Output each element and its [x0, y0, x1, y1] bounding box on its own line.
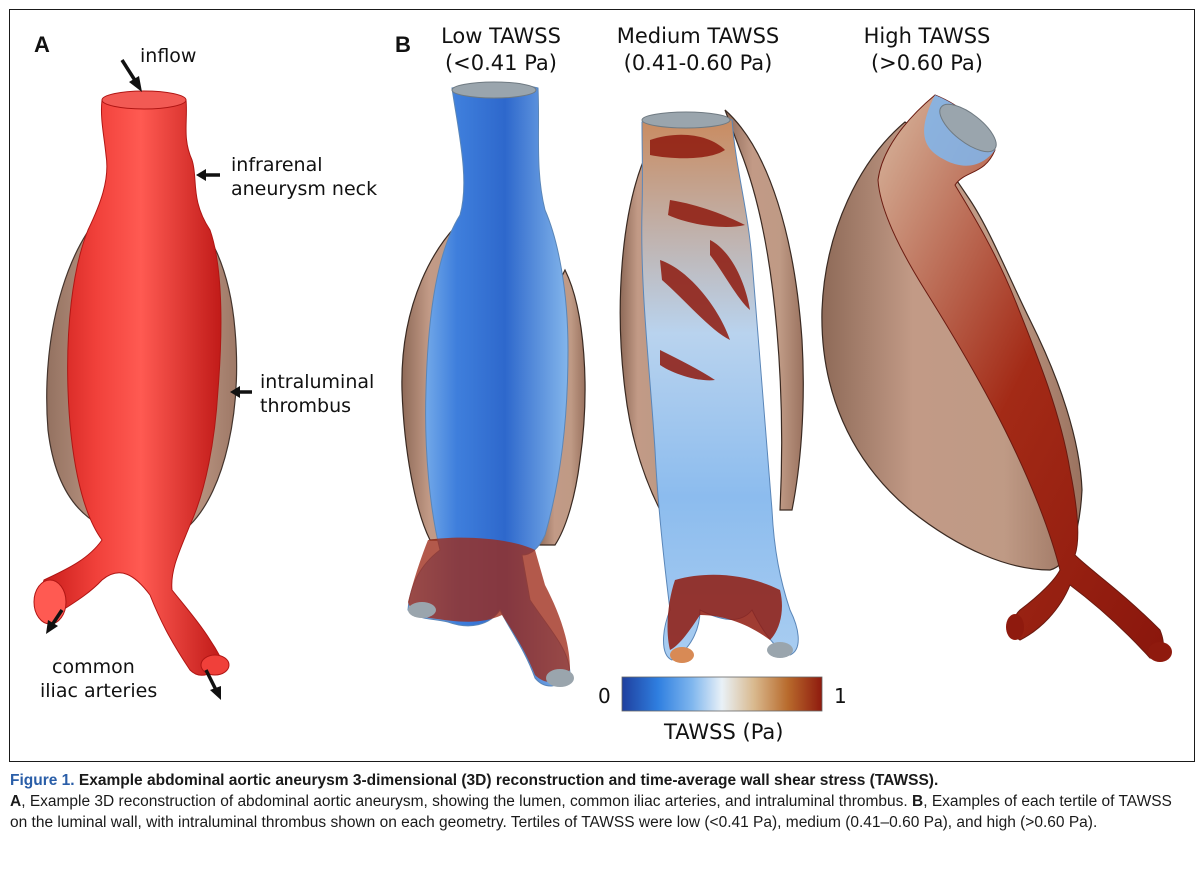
high-iliac-cap-right [1148, 642, 1172, 662]
colorbar-title: TAWSS (Pa) [664, 720, 784, 744]
high-iliac-cap-left [1006, 614, 1024, 640]
high-thrombus [821, 121, 1083, 571]
high-column-range: (>0.60 Pa) [870, 51, 983, 75]
label-thrombus-line2: thrombus [260, 395, 352, 417]
panel-b-letter: B [395, 32, 411, 57]
low-lumen [407, 83, 571, 687]
low-column-title: Low TAWSS [441, 24, 561, 48]
low-inflow-cap [451, 81, 537, 99]
medium-hotspots [650, 134, 782, 650]
low-iliac-red [408, 537, 570, 682]
high-inflow-cap [939, 103, 997, 153]
high-tawss-model [821, 94, 1172, 662]
label-thrombus-line1: intraluminal [260, 371, 375, 393]
figure-caption: Figure 1. Example abdominal aortic aneur… [10, 770, 1190, 833]
caption-panel-a-letter: A [10, 793, 22, 810]
label-neck-line1: infrarenal [231, 154, 323, 176]
panel-a-letter: A [34, 32, 50, 57]
figure-frame: A B inflow infrarenal aneurysm neck intr… [9, 9, 1195, 762]
label-iliac-line2: iliac arteries [40, 680, 158, 702]
colorbar-min-label: 0 [598, 684, 611, 708]
label-neck-line2: aneurysm neck [231, 178, 378, 200]
panel-a-iliac-cap-left [33, 579, 67, 625]
panel-a-iliac-cap-right [200, 654, 230, 676]
medium-tawss-model [619, 109, 804, 663]
label-inflow: inflow [140, 45, 197, 67]
caption-figure-number: Figure 1. [10, 772, 75, 789]
low-iliac-cap-right [546, 669, 574, 687]
colorbar-max-label: 1 [834, 684, 847, 708]
caption-panel-a-text: , Example 3D reconstruction of abdominal… [21, 793, 912, 810]
medium-column-title: Medium TAWSS [616, 24, 780, 48]
low-column-range: (<0.41 Pa) [444, 51, 557, 75]
panel-a-model [33, 90, 238, 676]
medium-iliac-cap-right [767, 642, 793, 658]
label-iliac-line1: common [52, 656, 135, 678]
medium-column-range: (0.41-0.60 Pa) [623, 51, 773, 75]
caption-panel-b-text: , Examples of each tertile of TAWSS on t… [10, 793, 1172, 831]
medium-thrombus-right [724, 109, 804, 511]
panel-a-arrows [46, 59, 252, 700]
panel-a-lumen [40, 93, 223, 676]
panel-a-inflow-cap [101, 90, 187, 110]
low-iliac-cap-left [408, 602, 436, 618]
caption-panel-b-letter: B [912, 793, 924, 810]
medium-inflow-cap [641, 111, 731, 129]
low-tawss-model [401, 81, 586, 687]
high-lumen [877, 94, 1164, 659]
caption-title: Example abdominal aortic aneurysm 3-dime… [78, 772, 939, 789]
figure-artwork [33, 59, 1172, 712]
high-column-title: High TAWSS [863, 24, 991, 48]
medium-iliac-cap-left [670, 647, 694, 663]
colorbar-gradient [621, 676, 823, 712]
